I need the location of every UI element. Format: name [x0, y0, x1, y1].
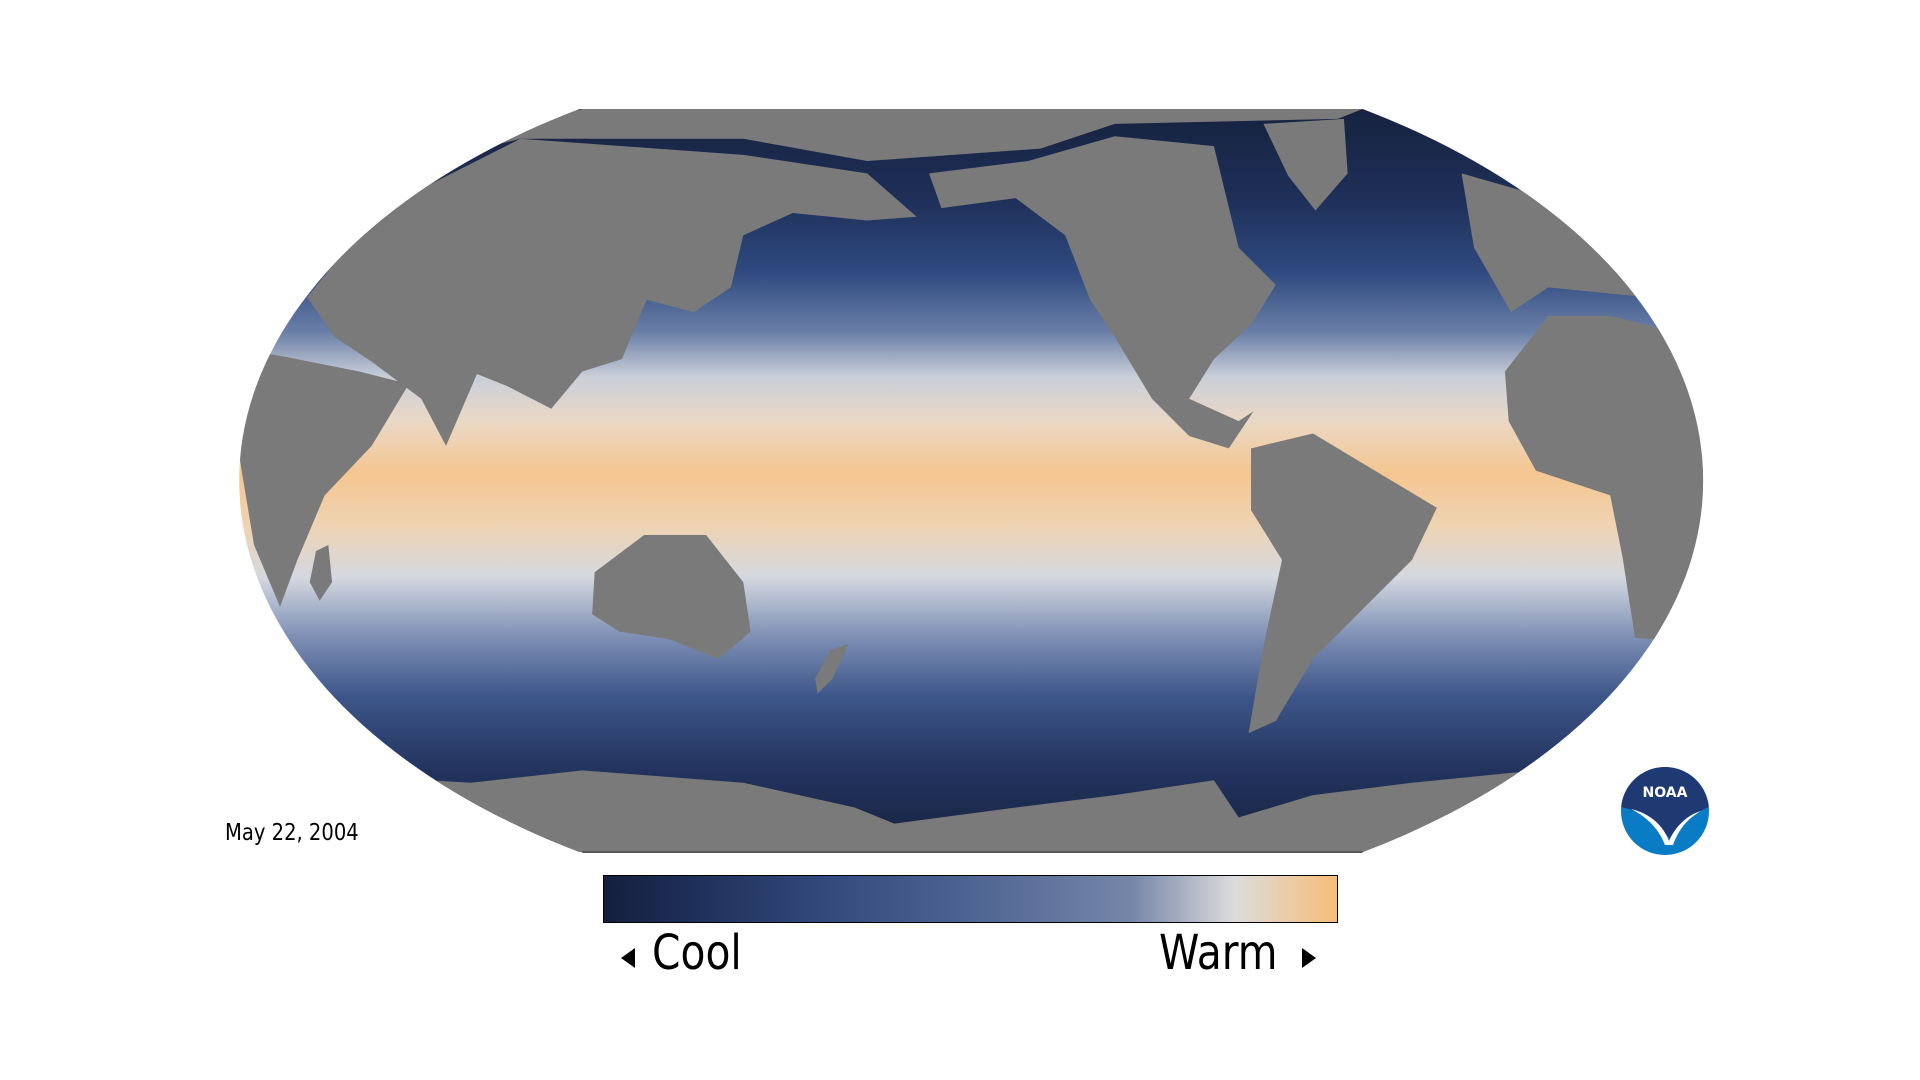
eurasia: [307, 138, 917, 446]
greenland: [1263, 118, 1348, 211]
madagascar: [309, 544, 333, 601]
noaa-logo: NOAA: [1621, 767, 1709, 855]
warm-label: Warm: [1159, 925, 1278, 981]
land: [239, 108, 1704, 867]
new-zealand: [815, 644, 849, 694]
arctic-islands: [433, 108, 1363, 162]
noaa-logo-text: NOAA: [1643, 785, 1688, 801]
south-america: [1248, 433, 1437, 734]
globe-area: [239, 108, 1704, 867]
antarctica: [239, 755, 1704, 867]
australia: [592, 535, 751, 659]
temperature-colorbar: [603, 875, 1338, 923]
africa-east: [239, 346, 409, 607]
africa-west: [1504, 315, 1704, 645]
date-label: May 22, 2004: [225, 820, 359, 846]
north-america: [929, 136, 1276, 449]
triangle-left-icon: [621, 948, 635, 968]
europe: [1461, 173, 1648, 313]
cool-label: Cool: [652, 925, 742, 981]
triangle-right-icon: [1302, 948, 1316, 968]
